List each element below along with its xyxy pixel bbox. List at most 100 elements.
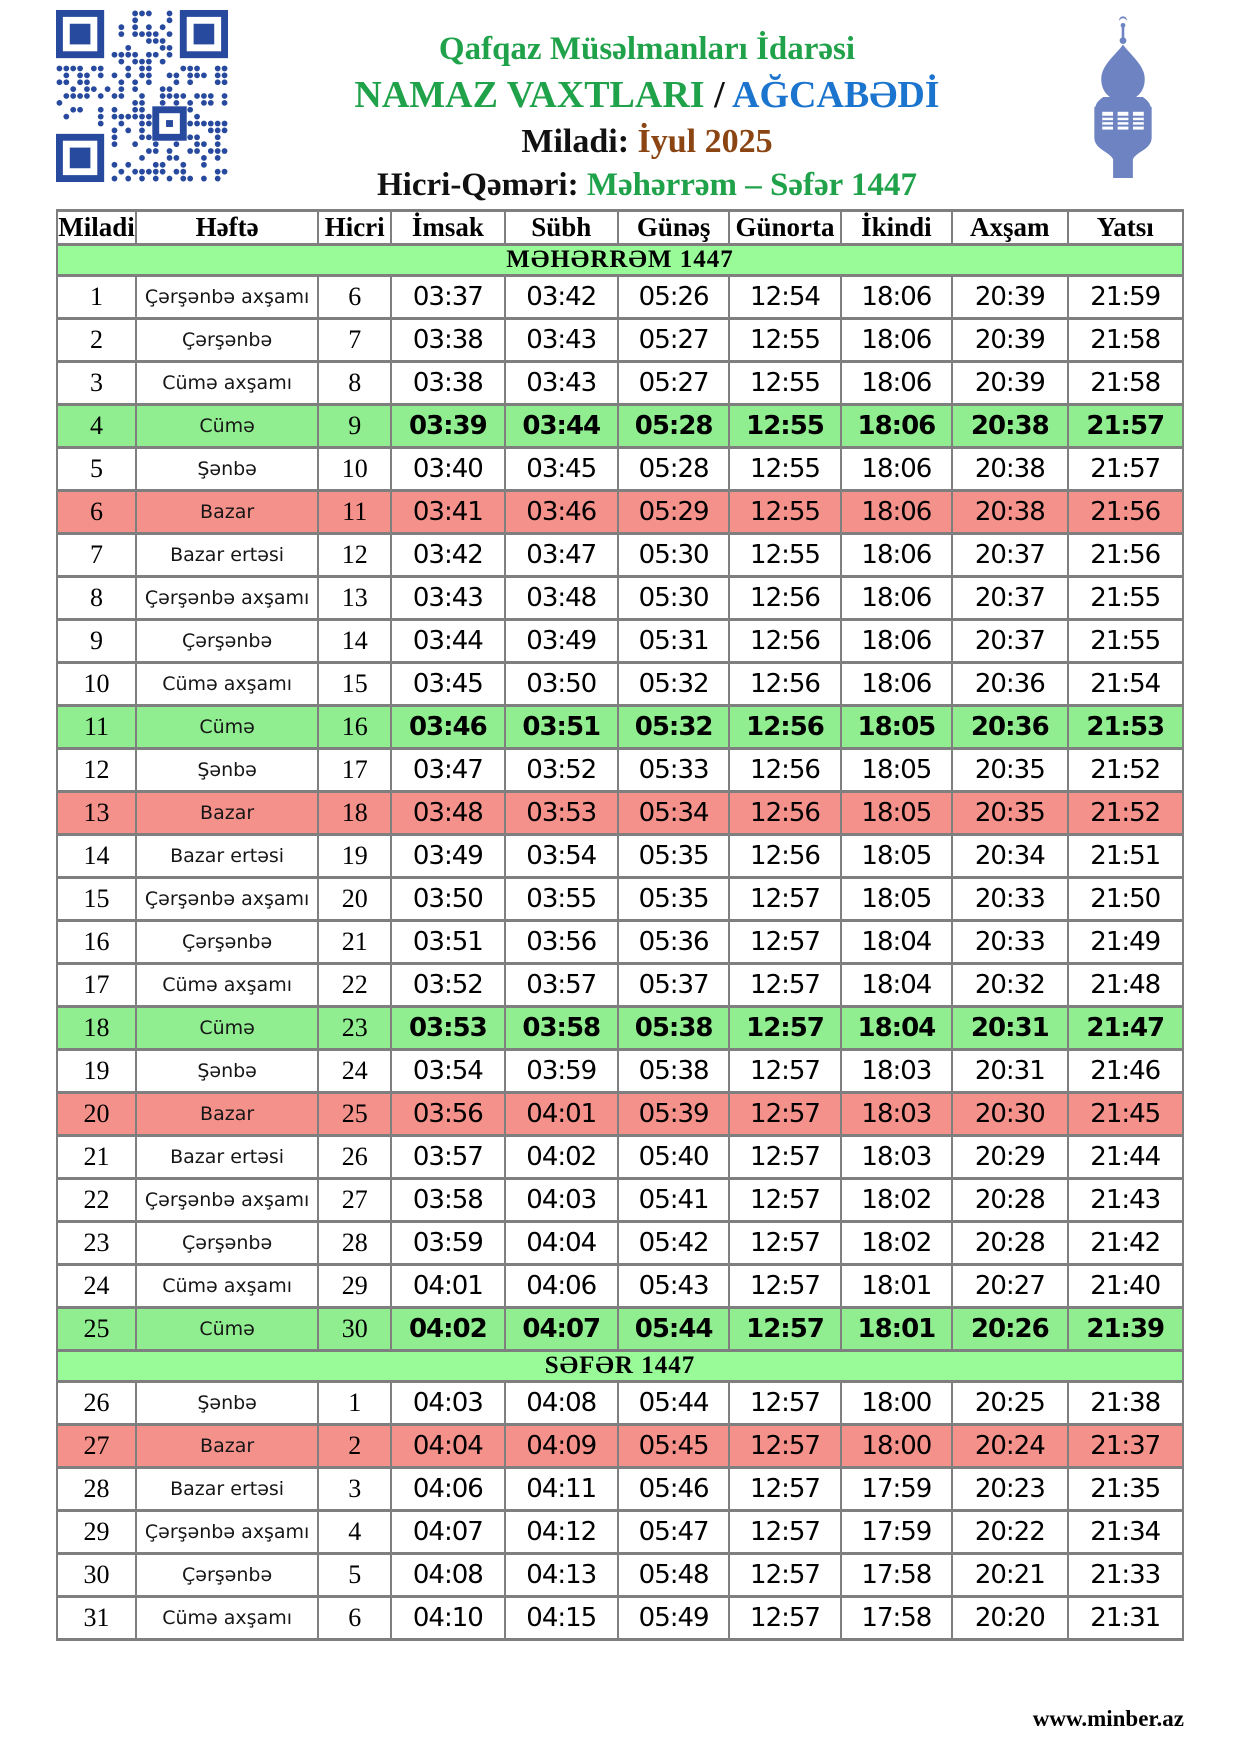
page-header: Qafqaz Müsəlmanları İdarəsi NAMAZ VAXTLA… [0, 0, 1240, 207]
time-yatsı: 21:33 [1066, 1552, 1184, 1599]
time-i̇kindi: 18:04 [839, 919, 954, 966]
time-günəş: 05:44 [616, 1306, 731, 1353]
time-axşam: 20:26 [951, 1306, 1069, 1353]
column-header-yatsı: Yatsı [1066, 209, 1184, 247]
time-günorta: 12:57 [728, 1306, 842, 1353]
time-i̇kindi: 18:04 [839, 1005, 954, 1052]
time-i̇kindi: 18:01 [839, 1306, 954, 1353]
time-i̇kindi: 18:03 [839, 1091, 954, 1138]
time-i̇kindi: 18:04 [839, 962, 954, 1009]
weekday-name: Cümə axşamı [134, 962, 320, 1009]
hicri-day: 17 [317, 747, 393, 794]
time-günorta: 12:57 [728, 1380, 842, 1427]
time-sübh: 04:08 [503, 1380, 619, 1427]
time-sübh: 04:07 [503, 1306, 619, 1353]
weekday-name: Bazar ertəsi [134, 532, 320, 579]
time-i̇msak: 03:54 [390, 1048, 506, 1095]
time-sübh: 03:49 [503, 618, 619, 665]
time-günəş: 05:48 [616, 1552, 731, 1599]
table-row: 29 Çərşənbə axşamı 4 04:07 04:12 05:47 12:57 17… [56, 1509, 1184, 1556]
time-sübh: 03:43 [503, 360, 619, 407]
time-i̇msak: 03:38 [390, 317, 506, 364]
time-axşam: 20:30 [951, 1091, 1069, 1138]
column-header-i̇kindi: İkindi [839, 209, 954, 247]
table-row: 12 Şənbə 17 03:47 03:52 05:33 12:56 18:05 20:35 2… [56, 747, 1184, 794]
hicri-day: 6 [317, 1595, 393, 1642]
miladi-day: 15 [56, 876, 137, 923]
hicri-day: 5 [317, 1552, 393, 1599]
weekday-name: Çərşənbə [134, 919, 320, 966]
table-row: 18 Cümə 23 03:53 03:58 05:38 12:57 18:04 20:31 21… [56, 1005, 1184, 1052]
miladi-day: 8 [56, 575, 137, 622]
weekday-name: Bazar ertəsi [134, 1466, 320, 1513]
column-header-hicri: Hicri [317, 209, 393, 247]
miladi-day: 12 [56, 747, 137, 794]
prayer-times-table: Miladi Həftə Hicri İmsak Sübh Günəş Günorta İki… [56, 209, 1184, 1642]
time-günorta: 12:57 [728, 1005, 842, 1052]
miladi-day: 22 [56, 1177, 137, 1224]
time-i̇kindi: 18:06 [839, 532, 954, 579]
hicri-line: Hicri-Qəməri: Məhərrəm – Səfər 1447 [236, 164, 1058, 207]
time-axşam: 20:39 [951, 274, 1069, 321]
table-row: 6 Bazar 11 03:41 03:46 05:29 12:55 18:06 20:38 21… [56, 489, 1184, 536]
time-yatsı: 21:58 [1066, 317, 1184, 364]
time-i̇msak: 03:41 [390, 489, 506, 536]
weekday-name: Şənbə [134, 1380, 320, 1427]
title-separator: / [714, 73, 725, 116]
column-header-günorta: Günorta [728, 209, 842, 247]
hicri-day: 2 [317, 1423, 393, 1470]
weekday-name: Çərşənbə [134, 317, 320, 364]
weekday-name: Bazar [134, 1423, 320, 1470]
hicri-day: 11 [317, 489, 393, 536]
time-i̇kindi: 18:06 [839, 403, 954, 450]
time-günorta: 12:54 [728, 274, 842, 321]
time-günorta: 12:55 [728, 403, 842, 450]
time-i̇msak: 03:40 [390, 446, 506, 493]
title-block: Qafqaz Müsəlmanları İdarəsi NAMAZ VAXTLA… [236, 10, 1058, 207]
time-i̇msak: 03:50 [390, 876, 506, 923]
time-i̇msak: 04:08 [390, 1552, 506, 1599]
hicri-day: 1 [317, 1380, 393, 1427]
miladi-day: 27 [56, 1423, 137, 1470]
time-axşam: 20:36 [951, 661, 1069, 708]
time-yatsı: 21:51 [1066, 833, 1184, 880]
hicri-day: 24 [317, 1048, 393, 1095]
weekday-name: Çərşənbə [134, 1552, 320, 1599]
time-i̇msak: 04:06 [390, 1466, 506, 1513]
table-row: 7 Bazar ertəsi 12 03:42 03:47 05:30 12:55 18:06… [56, 532, 1184, 579]
hicri-day: 16 [317, 704, 393, 751]
table-row: 9 Çərşənbə 14 03:44 03:49 05:31 12:56 18:06 20:3… [56, 618, 1184, 665]
time-günəş: 05:38 [616, 1048, 731, 1095]
column-header-həftə: Həftə [134, 209, 320, 247]
time-i̇msak: 04:07 [390, 1509, 506, 1556]
time-i̇msak: 04:10 [390, 1595, 506, 1642]
time-i̇msak: 03:48 [390, 790, 506, 837]
time-yatsı: 21:59 [1066, 274, 1184, 321]
website-link[interactable]: www.minber.az [1032, 1706, 1184, 1731]
time-axşam: 20:38 [951, 446, 1069, 493]
time-günəş: 05:40 [616, 1134, 731, 1181]
table-row: 2 Çərşənbə 7 03:38 03:43 05:27 12:55 18:06 20:39… [56, 317, 1184, 364]
time-i̇kindi: 18:06 [839, 489, 954, 536]
time-axşam: 20:27 [951, 1263, 1069, 1310]
time-i̇kindi: 18:06 [839, 274, 954, 321]
time-i̇msak: 03:47 [390, 747, 506, 794]
miladi-day: 19 [56, 1048, 137, 1095]
time-günorta: 12:56 [728, 790, 842, 837]
time-axşam: 20:37 [951, 575, 1069, 622]
miladi-day: 28 [56, 1466, 137, 1513]
hicri-day: 14 [317, 618, 393, 665]
weekday-name: Bazar ertəsi [134, 833, 320, 880]
time-yatsı: 21:55 [1066, 575, 1184, 622]
time-günorta: 12:57 [728, 876, 842, 923]
time-sübh: 03:44 [503, 403, 619, 450]
time-sübh: 03:55 [503, 876, 619, 923]
weekday-name: Cümə [134, 1306, 320, 1353]
table-row: 31 Cümə axşamı 6 04:10 04:15 05:49 12:57 17:58 2… [56, 1595, 1184, 1642]
time-i̇msak: 03:53 [390, 1005, 506, 1052]
miladi-day: 7 [56, 532, 137, 579]
time-yatsı: 21:44 [1066, 1134, 1184, 1181]
time-axşam: 20:38 [951, 403, 1069, 450]
time-yatsı: 21:38 [1066, 1380, 1184, 1427]
